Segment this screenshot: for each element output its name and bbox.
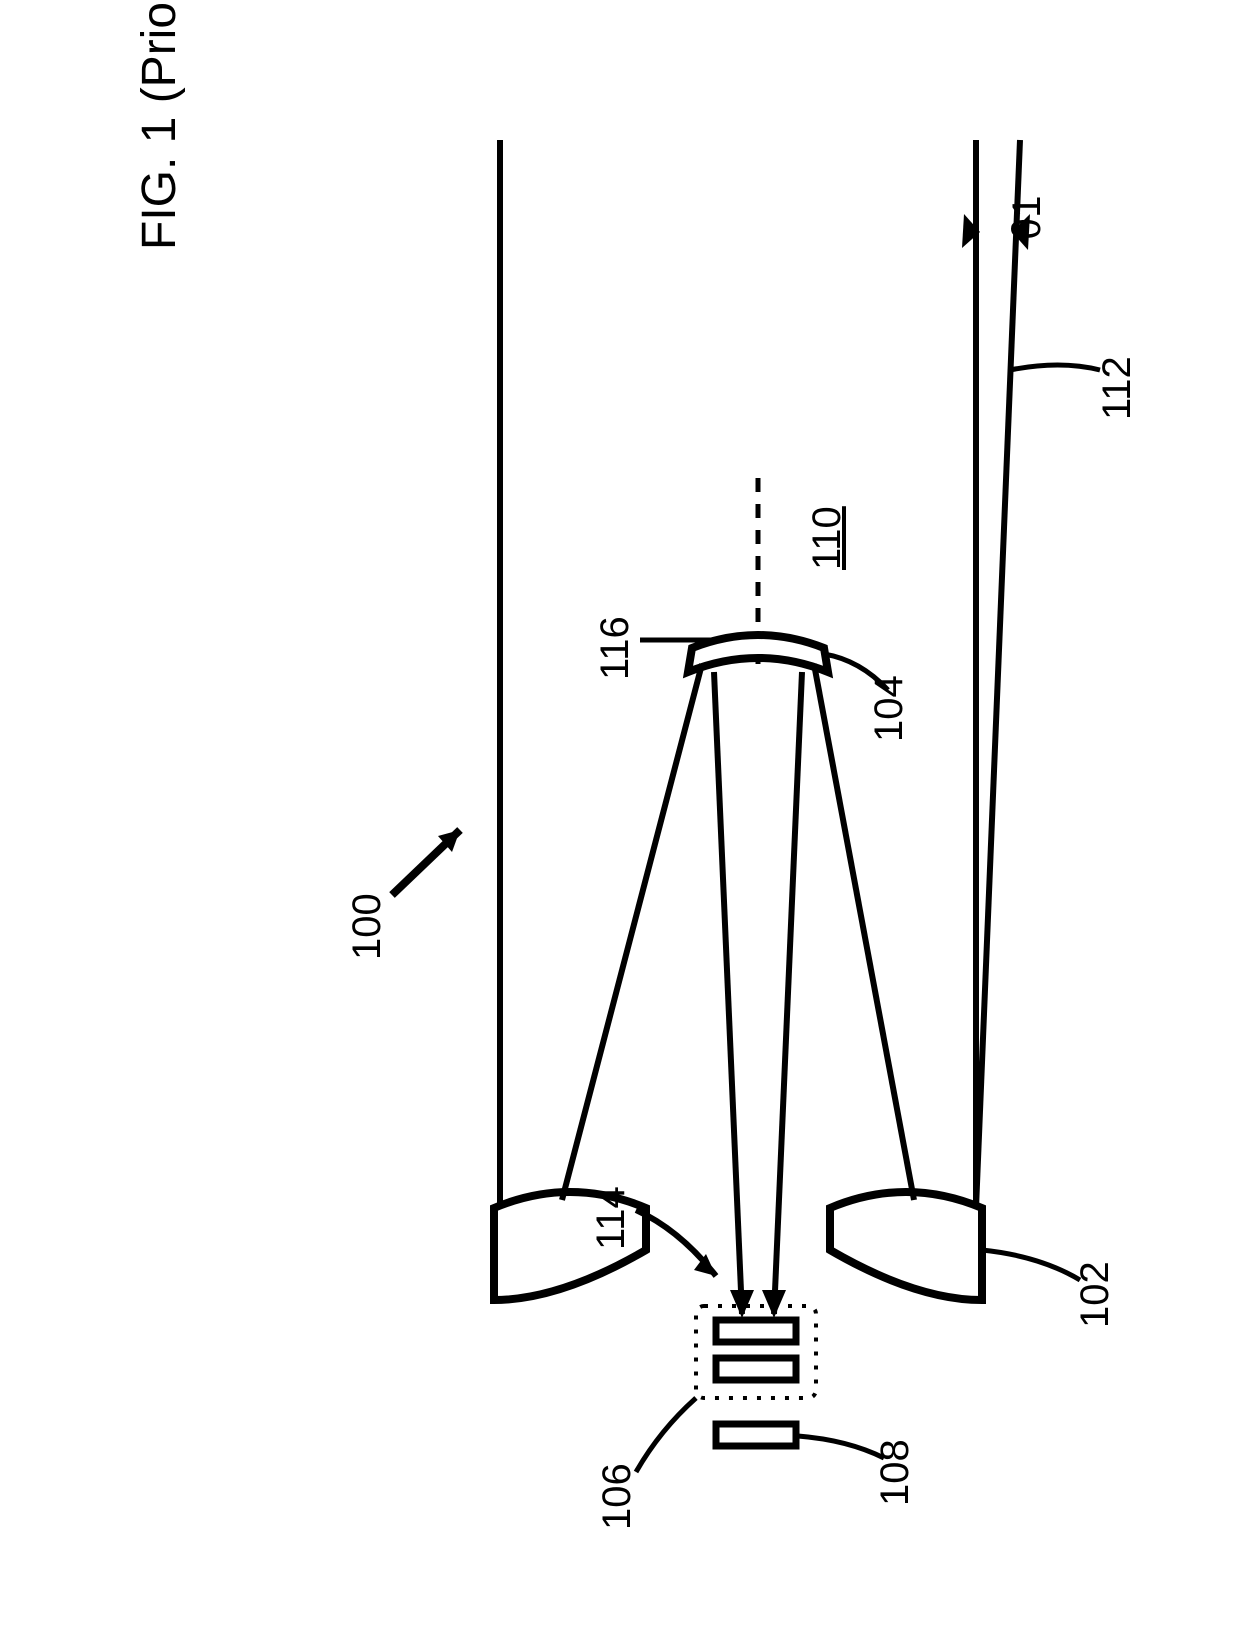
converging-rays — [714, 672, 802, 1314]
leader-104: 104 — [824, 654, 911, 742]
label-114: 114 — [589, 1186, 633, 1250]
detector — [716, 1424, 796, 1446]
system-label: 100 — [345, 893, 389, 960]
leader-108: 108 — [798, 1436, 917, 1506]
label-116: 116 — [593, 616, 637, 680]
label-108: 108 — [873, 1439, 917, 1506]
label-106: 106 — [595, 1463, 639, 1530]
incoming-rays — [500, 140, 1020, 1208]
label-112: 112 — [1095, 356, 1139, 420]
system-arrow-icon — [392, 830, 460, 895]
label-110-group: 110 — [805, 506, 849, 570]
secondary-mirror — [688, 635, 828, 672]
leader-106: 106 — [595, 1398, 696, 1530]
label-110: 110 — [805, 506, 849, 570]
leader-102: 102 — [982, 1250, 1117, 1328]
relay-optics — [716, 1320, 796, 1380]
figure-canvas: FIG. 1 (Prior Art) 100 θ1 112 116 104 11… — [0, 0, 1240, 1626]
leader-112: 112 — [1010, 356, 1139, 420]
figure-title: FIG. 1 (Prior Art) — [133, 0, 186, 250]
bounce-rays — [562, 664, 914, 1200]
label-102: 102 — [1073, 1261, 1117, 1328]
label-104: 104 — [867, 675, 911, 742]
